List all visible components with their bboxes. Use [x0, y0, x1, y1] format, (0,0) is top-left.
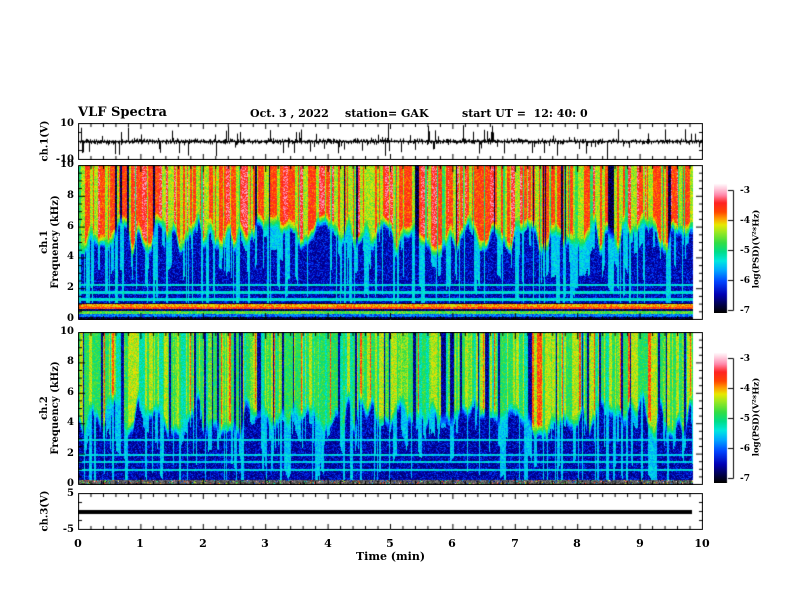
xtick-6: 6 — [448, 537, 456, 550]
spec1-ytick-10: 10 — [60, 159, 74, 170]
spec2-colorbar — [714, 352, 740, 483]
page-title: VLF Spectra — [78, 105, 167, 120]
cbar1-tick--4: -4 — [740, 216, 750, 226]
xtick-5: 5 — [386, 537, 394, 550]
spec1-frequency-label: Frequency (kHz) — [50, 195, 61, 289]
spec2-ytick-4: 4 — [67, 417, 74, 428]
ch1-waveform-canvas — [78, 123, 703, 160]
cbar1-tick--5: -5 — [740, 246, 750, 256]
spec2-ytick-10: 10 — [60, 326, 74, 337]
xtick-4: 4 — [324, 537, 332, 550]
spec1-y-axis-label: ch.1 Frequency (kHz) — [39, 195, 61, 288]
spec2-y-axis-label: ch.2 Frequency (kHz) — [39, 361, 61, 454]
cbar1-tick--6: -6 — [740, 276, 750, 286]
ch3-wave-ymin-label: -5 — [62, 524, 74, 535]
xtick-2: 2 — [199, 537, 207, 550]
spec2-ytick-6: 6 — [67, 387, 74, 398]
spec2-ytick-8: 8 — [67, 356, 74, 367]
xtick-0: 0 — [74, 537, 82, 550]
ch3-wave-ymax-label: 5 — [67, 488, 74, 499]
spec2-ytick-0: 0 — [67, 478, 74, 489]
spec2-frequency-label: Frequency (kHz) — [50, 361, 61, 455]
cbar2-tick--5: -5 — [740, 414, 750, 424]
xtick-3: 3 — [261, 537, 269, 550]
cbar1-tick--7: -7 — [740, 306, 750, 316]
date-label: Oct. 3 , 2022 — [250, 107, 329, 120]
cbar1-tick--3: -3 — [740, 186, 750, 196]
xtick-8: 8 — [573, 537, 581, 550]
spec1-ytick-4: 4 — [67, 251, 74, 262]
spec1-colorbar — [714, 183, 740, 313]
ch3-waveform-canvas — [78, 493, 703, 530]
spec1-ytick-6: 6 — [67, 221, 74, 232]
spec1-ytick-0: 0 — [67, 313, 74, 324]
xtick-9: 9 — [636, 537, 644, 550]
cbar2-tick--6: -6 — [740, 444, 750, 454]
xtick-1: 1 — [136, 537, 144, 550]
spec1-ytick-2: 2 — [67, 282, 74, 293]
ch1-wave-ymax-label: 10 — [60, 118, 74, 129]
xtick-7: 7 — [511, 537, 519, 550]
ch1-wave-ymin-label: -10 — [55, 154, 74, 165]
spec1-channel-label: ch.1 — [39, 230, 50, 254]
spec2-channel-label: ch.2 — [39, 396, 50, 420]
station-label: station= GAK — [345, 107, 429, 120]
x-axis-label: Time (min) — [355, 550, 426, 563]
cbar2-tick--4: -4 — [740, 384, 750, 394]
cbar2-tick--3: -3 — [740, 354, 750, 364]
ch1-spectrogram-canvas — [78, 165, 703, 320]
xtick-10: 10 — [694, 537, 710, 550]
spec2-ytick-2: 2 — [67, 448, 74, 459]
cbar2-tick--7: -7 — [740, 474, 750, 484]
spec1-ytick-8: 8 — [67, 190, 74, 201]
start-ut-label: start UT = 12: 40: 0 — [462, 107, 588, 120]
ch2-spectrogram-canvas — [78, 332, 703, 485]
